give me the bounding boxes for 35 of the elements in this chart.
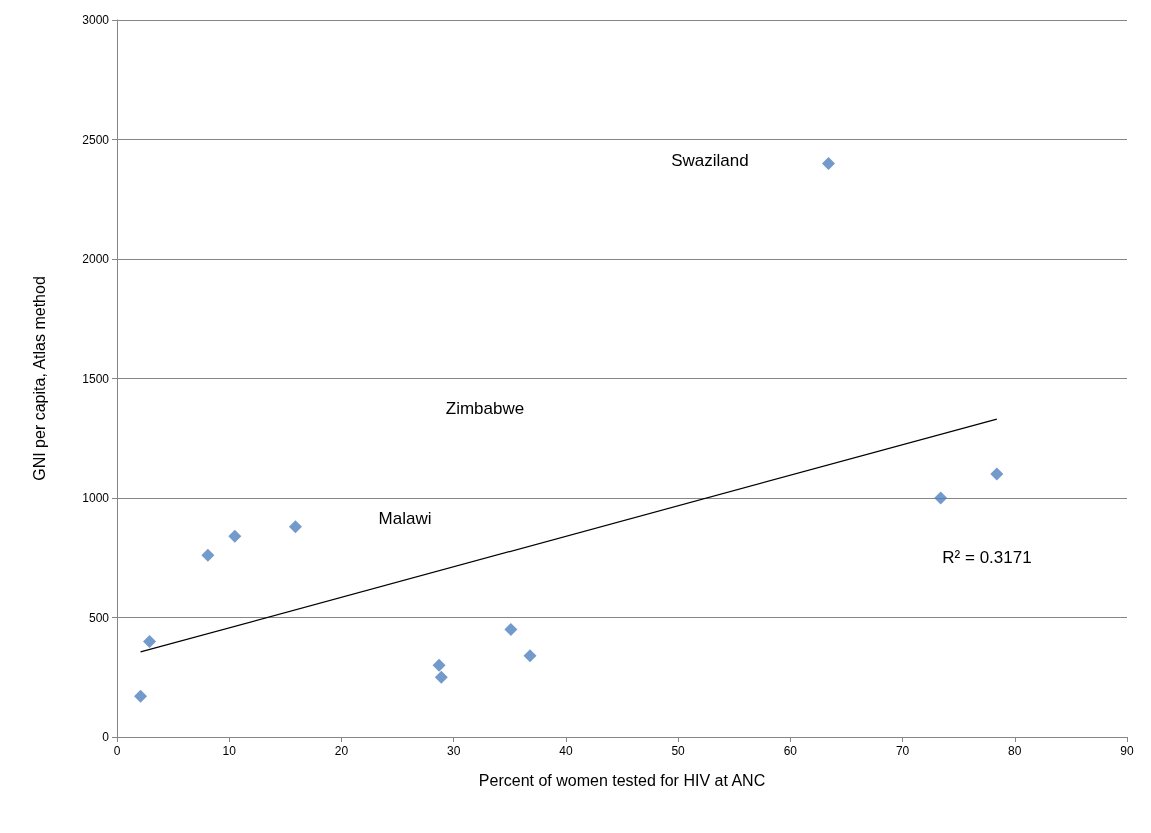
point (434, 670, 448, 684)
y-tick-label: 2000 (82, 252, 110, 266)
point (143, 634, 157, 648)
x-tick-label: 80 (1008, 744, 1022, 758)
x-tick-label: 40 (559, 744, 573, 758)
y-tick-label: 500 (88, 610, 110, 625)
x-tick-label: 60 (783, 744, 798, 758)
y-tick-label: 0 (102, 730, 110, 744)
point (432, 658, 446, 672)
y-tick-label: 2500 (82, 132, 110, 147)
x-tick-label: 70 (895, 744, 910, 758)
point (821, 156, 835, 170)
y-tick-label: 1000 (82, 491, 110, 505)
annotation: R² = 0.3171 (942, 547, 1032, 567)
y-axis-title: GNI per capita, Atlas method (30, 276, 48, 481)
point (228, 529, 242, 543)
point (288, 520, 302, 534)
x-tick-label: 0 (113, 744, 121, 758)
point (934, 491, 948, 505)
annotation: Swaziland (671, 150, 749, 170)
annotation: Zimbabwe (445, 398, 525, 418)
point (523, 649, 537, 663)
x-tick-label: 50 (671, 744, 686, 758)
x-tick-label: 30 (446, 744, 461, 758)
x-tick-label: 20 (334, 744, 349, 758)
x-axis-title: Percent of women tested for HIV at ANC (478, 771, 766, 789)
point (201, 548, 215, 562)
x-tick-label: 90 (1120, 744, 1134, 758)
point (134, 689, 148, 703)
annotation: Malawi (378, 508, 432, 528)
point (990, 467, 1004, 481)
x-tick-label: 10 (222, 744, 237, 758)
point (504, 622, 518, 636)
y-tick-label: 3000 (82, 13, 110, 27)
y-tick-label: 1500 (82, 371, 110, 386)
